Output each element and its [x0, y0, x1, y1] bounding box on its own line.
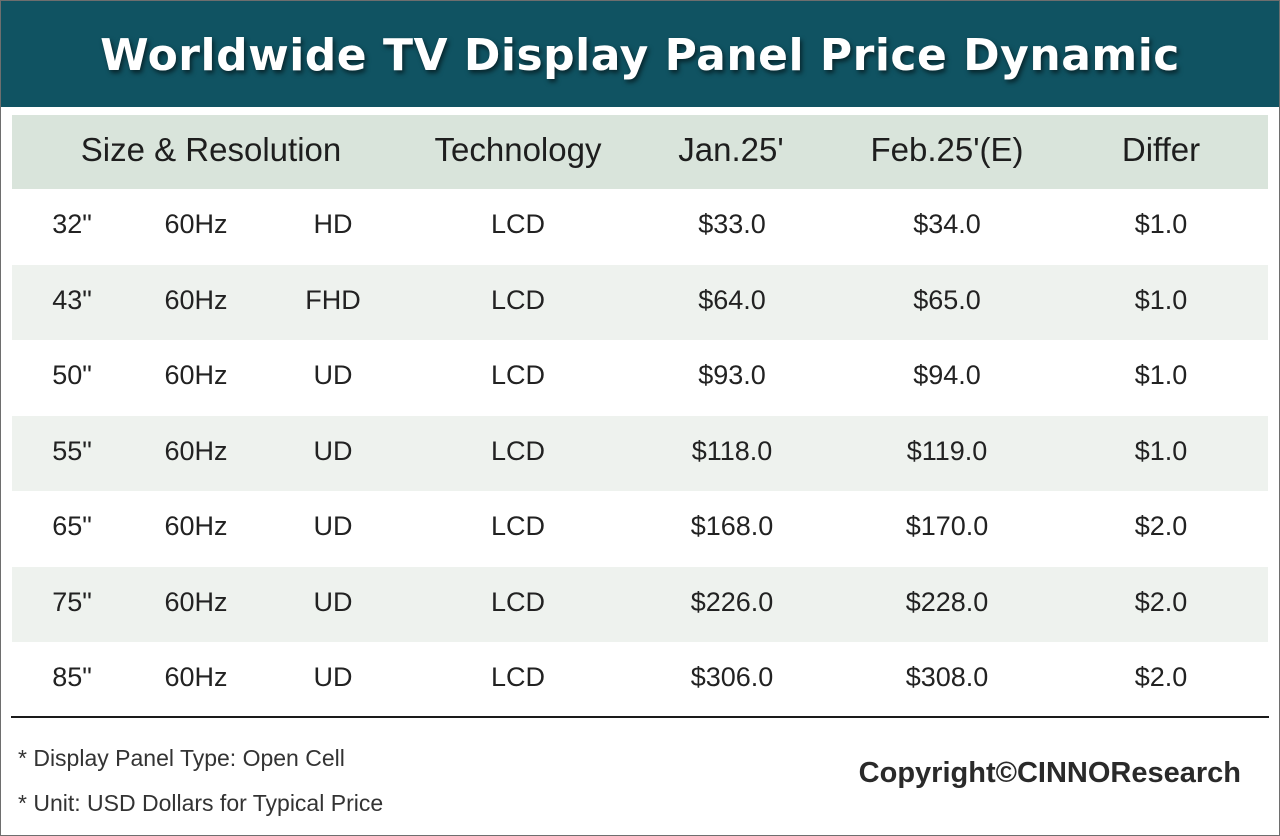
table-row: 43" 60Hz FHD LCD $64.0 $65.0 $1.0 — [12, 264, 1268, 340]
technology-cell: LCD — [490, 360, 546, 390]
size-cell: 50" — [52, 360, 92, 390]
refresh-cell: 60Hz — [164, 284, 228, 315]
resolution-cell: UD — [313, 360, 353, 390]
differ-cell: $1.0 — [1134, 435, 1188, 466]
jan-price-cell: $168.0 — [690, 511, 774, 541]
table-row: 85" 60Hz UD LCD $306.0 $308.0 $2.0 — [12, 642, 1268, 718]
feb-price-cell: $65.0 — [913, 284, 981, 315]
copyright-text: Copyright©CINNOResearch — [858, 757, 1241, 789]
table-row: 65" 60Hz UD LCD $168.0 $170.0 $2.0 — [12, 491, 1268, 567]
jan-price-cell: $118.0 — [691, 435, 773, 466]
jan-price-cell: $93.0 — [698, 360, 766, 390]
feb-price-cell: $94.0 — [913, 360, 981, 390]
size-cell: 32" — [52, 209, 92, 239]
technology-cell: LCD — [490, 209, 546, 239]
header-size-resolution: Size & Resolution — [80, 131, 342, 168]
header-differ: Differ — [1121, 131, 1201, 168]
refresh-cell: 60Hz — [164, 435, 228, 466]
differ-cell: $1.0 — [1134, 284, 1188, 315]
resolution-cell: UD — [313, 511, 353, 541]
refresh-cell: 60Hz — [164, 511, 228, 541]
technology-cell: LCD — [490, 435, 546, 466]
header-feb: Feb.25'(E) — [870, 131, 1024, 168]
title-banner: Worldwide TV Display Panel Price Dynamic — [1, 1, 1279, 107]
differ-cell: $1.0 — [1134, 360, 1188, 390]
table-row: 50" 60Hz UD LCD $93.0 $94.0 $1.0 — [12, 340, 1268, 416]
jan-price-cell: $306.0 — [690, 662, 774, 692]
note-unit: * Unit: USD Dollars for Typical Price — [18, 790, 384, 816]
footer-divider — [11, 716, 1269, 718]
technology-cell: LCD — [490, 586, 546, 617]
resolution-cell: UD — [313, 586, 353, 617]
resolution-cell: HD — [313, 209, 353, 239]
feb-price-cell: $170.0 — [905, 511, 989, 541]
page-title: Worldwide TV Display Panel Price Dynamic — [100, 29, 1180, 81]
differ-cell: $2.0 — [1134, 662, 1188, 692]
feb-price-cell: $228.0 — [905, 586, 989, 617]
jan-price-cell: $226.0 — [690, 586, 774, 617]
size-cell: 55" — [52, 435, 92, 466]
refresh-cell: 60Hz — [164, 209, 228, 239]
jan-price-cell: $64.0 — [698, 284, 766, 315]
differ-cell: $2.0 — [1134, 586, 1188, 617]
feb-price-cell: $119.0 — [906, 435, 988, 466]
size-cell: 75" — [52, 586, 92, 617]
differ-cell: $2.0 — [1134, 511, 1188, 541]
size-cell: 65" — [52, 511, 92, 541]
jan-price-cell: $33.0 — [698, 209, 766, 239]
technology-cell: LCD — [490, 284, 546, 315]
price-table: Size & Resolution Technology Jan.25' Feb… — [12, 115, 1268, 718]
resolution-cell: FHD — [305, 284, 361, 315]
refresh-cell: 60Hz — [164, 360, 228, 390]
header-jan: Jan.25' — [678, 131, 784, 168]
technology-cell: LCD — [490, 511, 546, 541]
table-header-row: Size & Resolution Technology Jan.25' Feb… — [12, 115, 1268, 189]
header-technology: Technology — [434, 131, 602, 168]
size-cell: 85" — [52, 662, 92, 692]
note-panel-type: * Display Panel Type: Open Cell — [18, 745, 345, 771]
feb-price-cell: $308.0 — [905, 662, 989, 692]
refresh-cell: 60Hz — [164, 662, 228, 692]
resolution-cell: UD — [313, 662, 353, 692]
table-row: 32" 60Hz HD LCD $33.0 $34.0 $1.0 — [12, 189, 1268, 265]
table-row: 75" 60Hz UD LCD $226.0 $228.0 $2.0 — [12, 566, 1268, 642]
refresh-cell: 60Hz — [164, 586, 228, 617]
size-cell: 43" — [52, 284, 92, 315]
feb-price-cell: $34.0 — [913, 209, 981, 239]
technology-cell: LCD — [490, 662, 546, 692]
differ-cell: $1.0 — [1134, 209, 1188, 239]
resolution-cell: UD — [313, 435, 353, 466]
table-row: 55" 60Hz UD LCD $118.0 $119.0 $1.0 — [12, 415, 1268, 491]
